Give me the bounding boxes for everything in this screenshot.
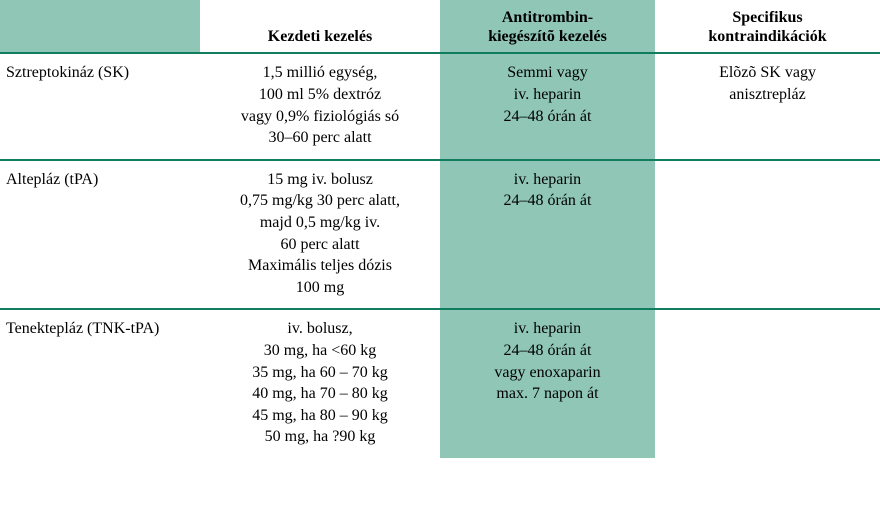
cell-line: anisztrepláz (729, 86, 805, 103)
cell-line: 0,75 mg/kg 30 perc alatt, (240, 192, 400, 209)
cell-line: 24–48 órán át (504, 108, 592, 125)
cell-antithrombin: iv. heparin 24–48 órán át vagy enoxaparin m… (440, 309, 655, 458)
cell-line: 30–60 perc alatt (268, 129, 371, 146)
table-row: Tenektepláz (TNK-tPA) iv. bolusz, 30 mg, h… (0, 309, 880, 458)
row-label: Tenektepláz (TNK-tPA) (0, 309, 200, 458)
cell-line: majd 0,5 mg/kg iv. (260, 214, 380, 231)
cell-line: 60 perc alatt (280, 236, 359, 253)
cell-antithrombin: Semmi vagy iv. heparin 24–48 órán át (440, 53, 655, 159)
cell-contraindications (655, 160, 880, 310)
cell-line: 100 mg (296, 279, 344, 296)
cell-line: 100 ml 5% dextróz (259, 86, 381, 103)
cell-line: 1,5 millió egység, (263, 64, 378, 81)
row-label: Altepláz (tPA) (0, 160, 200, 310)
cell-line: 24–48 órán át (504, 192, 592, 209)
cell-line: 45 mg, ha 80 – 90 kg (252, 407, 388, 424)
table-row: Altepláz (tPA) 15 mg iv. bolusz 0,75 mg/kg… (0, 160, 880, 310)
cell-line: vagy 0,9% fiziológiás só (241, 108, 399, 125)
cell-line: max. 7 napon át (496, 385, 598, 402)
cell-line: Elõzõ SK vagy (719, 64, 816, 81)
cell-line: iv. heparin (514, 320, 581, 337)
cell-line: iv. bolusz, (287, 320, 352, 337)
table-body: Sztreptokináz (SK) 1,5 millió egység, 100 … (0, 53, 880, 458)
drug-table: Kezdeti kezelés Antitrombin- kiegészítõ … (0, 0, 880, 458)
header-antithrombin: Antitrombin- kiegészítõ kezelés (440, 0, 655, 53)
cell-initial: iv. bolusz, 30 mg, ha <60 kg 35 mg, ha 60 … (200, 309, 440, 458)
header-contraindications: Specifikus kontraindikációk (655, 0, 880, 53)
cell-line: vagy enoxaparin (494, 364, 600, 381)
cell-antithrombin: iv. heparin 24–48 órán át (440, 160, 655, 310)
row-label: Sztreptokináz (SK) (0, 53, 200, 159)
header-text: Antitrombin- (502, 9, 593, 26)
header-text: kiegészítõ kezelés (488, 28, 607, 45)
header-initial: Kezdeti kezelés (200, 0, 440, 53)
cell-line: iv. heparin (514, 171, 581, 188)
header-empty (0, 0, 200, 53)
header-text: kontraindikációk (708, 28, 826, 45)
cell-initial: 1,5 millió egység, 100 ml 5% dextróz vagy … (200, 53, 440, 159)
cell-line: Semmi vagy (507, 64, 587, 81)
table-wrapper: Kezdeti kezelés Antitrombin- kiegészítõ … (0, 0, 880, 458)
cell-initial: 15 mg iv. bolusz 0,75 mg/kg 30 perc alatt… (200, 160, 440, 310)
cell-line: iv. heparin (514, 86, 581, 103)
table-row: Sztreptokináz (SK) 1,5 millió egység, 100 … (0, 53, 880, 159)
cell-line: 15 mg iv. bolusz (267, 171, 373, 188)
cell-line: 30 mg, ha <60 kg (264, 342, 377, 359)
cell-line: 24–48 órán át (504, 342, 592, 359)
cell-line: Maximális teljes dózis (248, 257, 392, 274)
cell-line: 40 mg, ha 70 – 80 kg (252, 385, 388, 402)
header-row: Kezdeti kezelés Antitrombin- kiegészítõ … (0, 0, 880, 53)
header-text: Kezdeti kezelés (268, 28, 372, 45)
cell-contraindications: Elõzõ SK vagy anisztrepláz (655, 53, 880, 159)
header-text: Specifikus (732, 9, 802, 26)
cell-line: 50 mg, ha ?90 kg (265, 428, 376, 445)
cell-line: 35 mg, ha 60 – 70 kg (252, 364, 388, 381)
cell-contraindications (655, 309, 880, 458)
